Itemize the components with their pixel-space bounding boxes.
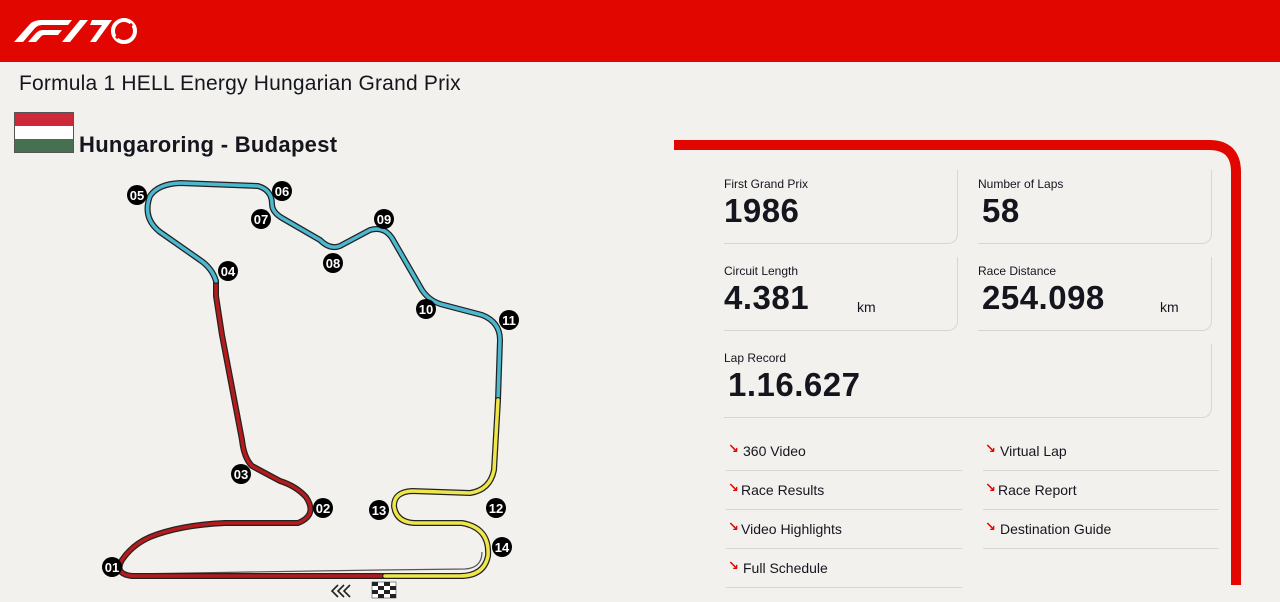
arrow-down-right-icon: ↘ [728,519,739,534]
race-distance-stat: Race Distance 254.098 km [978,257,1212,331]
circuit-length-unit: km [857,299,876,315]
number-of-laps-value: 58 [982,192,1020,229]
svg-text:11: 11 [502,313,516,328]
link-label: Virtual Lap [1000,443,1067,459]
corner-07: 07 [251,209,271,229]
link-full-schedule[interactable]: ↘ Full Schedule [726,549,962,588]
svg-text:10: 10 [419,302,433,317]
svg-text:03: 03 [234,467,248,482]
arrow-down-right-icon: ↘ [985,480,996,495]
link-label: Video Highlights [741,521,842,537]
svg-text:08: 08 [326,256,340,271]
svg-text:12: 12 [489,501,503,516]
link-destination-guide[interactable]: ↘ Destination Guide [983,510,1219,549]
race-distance-unit: km [1160,299,1179,315]
circuit-length-label: Circuit Length [724,264,799,278]
svg-text:06: 06 [275,184,289,199]
stats-panel-frame [674,140,1241,585]
corner-10: 10 [416,299,436,319]
circuit-length-stat: Circuit Length 4.381 km [724,257,958,331]
svg-text:09: 09 [377,212,391,227]
sector-1-path [116,278,388,579]
track-map: 01 02 03 04 05 06 07 08 09 10 11 12 13 1… [102,180,519,599]
link-360-video[interactable]: ↘ 360 Video [726,432,962,471]
sector-2-path [144,180,503,403]
hungary-flag-icon [14,112,74,153]
top-header-bar [0,0,1280,62]
first-grand-prix-label: First Grand Prix [724,177,809,191]
corner-03: 03 [231,464,251,484]
first-grand-prix-stat: First Grand Prix 1986 [724,170,958,244]
link-label: Full Schedule [743,560,828,576]
corner-11: 11 [499,310,519,330]
race-distance-label: Race Distance [978,264,1057,278]
race-title: Formula 1 HELL Energy Hungarian Grand Pr… [19,72,461,95]
corner-04: 04 [218,261,238,281]
f1-70-logo[interactable] [12,14,138,46]
arrow-down-right-icon: ↘ [985,441,996,456]
link-label: Destination Guide [1000,521,1112,537]
svg-text:02: 02 [316,501,330,516]
arrow-down-right-icon: ↘ [985,519,996,534]
lap-record-label: Lap Record [724,351,787,365]
circuit-length-value: 4.381 [724,279,810,316]
arrow-down-right-icon: ↘ [728,480,739,495]
corner-05: 05 [127,185,147,205]
circuit-name: Hungaroring - Budapest [79,132,338,157]
lap-record-value: 1.16.627 [728,366,861,403]
corner-12: 12 [486,498,506,518]
link-label: Race Results [741,482,825,498]
direction-arrows-icon [330,584,351,598]
link-virtual-lap[interactable]: ↘ Virtual Lap [983,432,1219,471]
finish-line-icon [371,581,397,599]
svg-text:01: 01 [105,560,119,575]
link-race-report[interactable]: ↘ Race Report [983,471,1219,510]
svg-text:04: 04 [221,264,236,279]
corner-08: 08 [323,253,343,273]
arrow-down-right-icon: ↘ [728,558,739,573]
number-of-laps-label: Number of Laps [978,177,1064,191]
svg-text:05: 05 [130,188,144,203]
svg-text:14: 14 [495,540,510,555]
svg-text:13: 13 [372,503,386,518]
corner-02: 02 [313,498,333,518]
corner-09: 09 [374,209,394,229]
link-label: 360 Video [743,443,806,459]
corner-13: 13 [369,500,389,520]
arrow-down-right-icon: ↘ [728,441,739,456]
lap-record-stat: Lap Record 1.16.627 [724,344,1212,418]
number-of-laps-stat: Number of Laps 58 [978,170,1212,244]
link-race-results[interactable]: ↘ Race Results [726,471,962,510]
corner-markers: 01 02 03 04 05 06 07 08 09 10 11 12 13 1… [102,181,519,577]
corner-06: 06 [272,181,292,201]
link-label: Race Report [998,482,1077,498]
first-grand-prix-value: 1986 [724,192,800,229]
corner-01: 01 [102,557,122,577]
race-distance-value: 254.098 [982,279,1105,316]
link-video-highlights[interactable]: ↘ Video Highlights [726,510,962,549]
corner-14: 14 [492,537,512,557]
svg-text:07: 07 [254,212,268,227]
